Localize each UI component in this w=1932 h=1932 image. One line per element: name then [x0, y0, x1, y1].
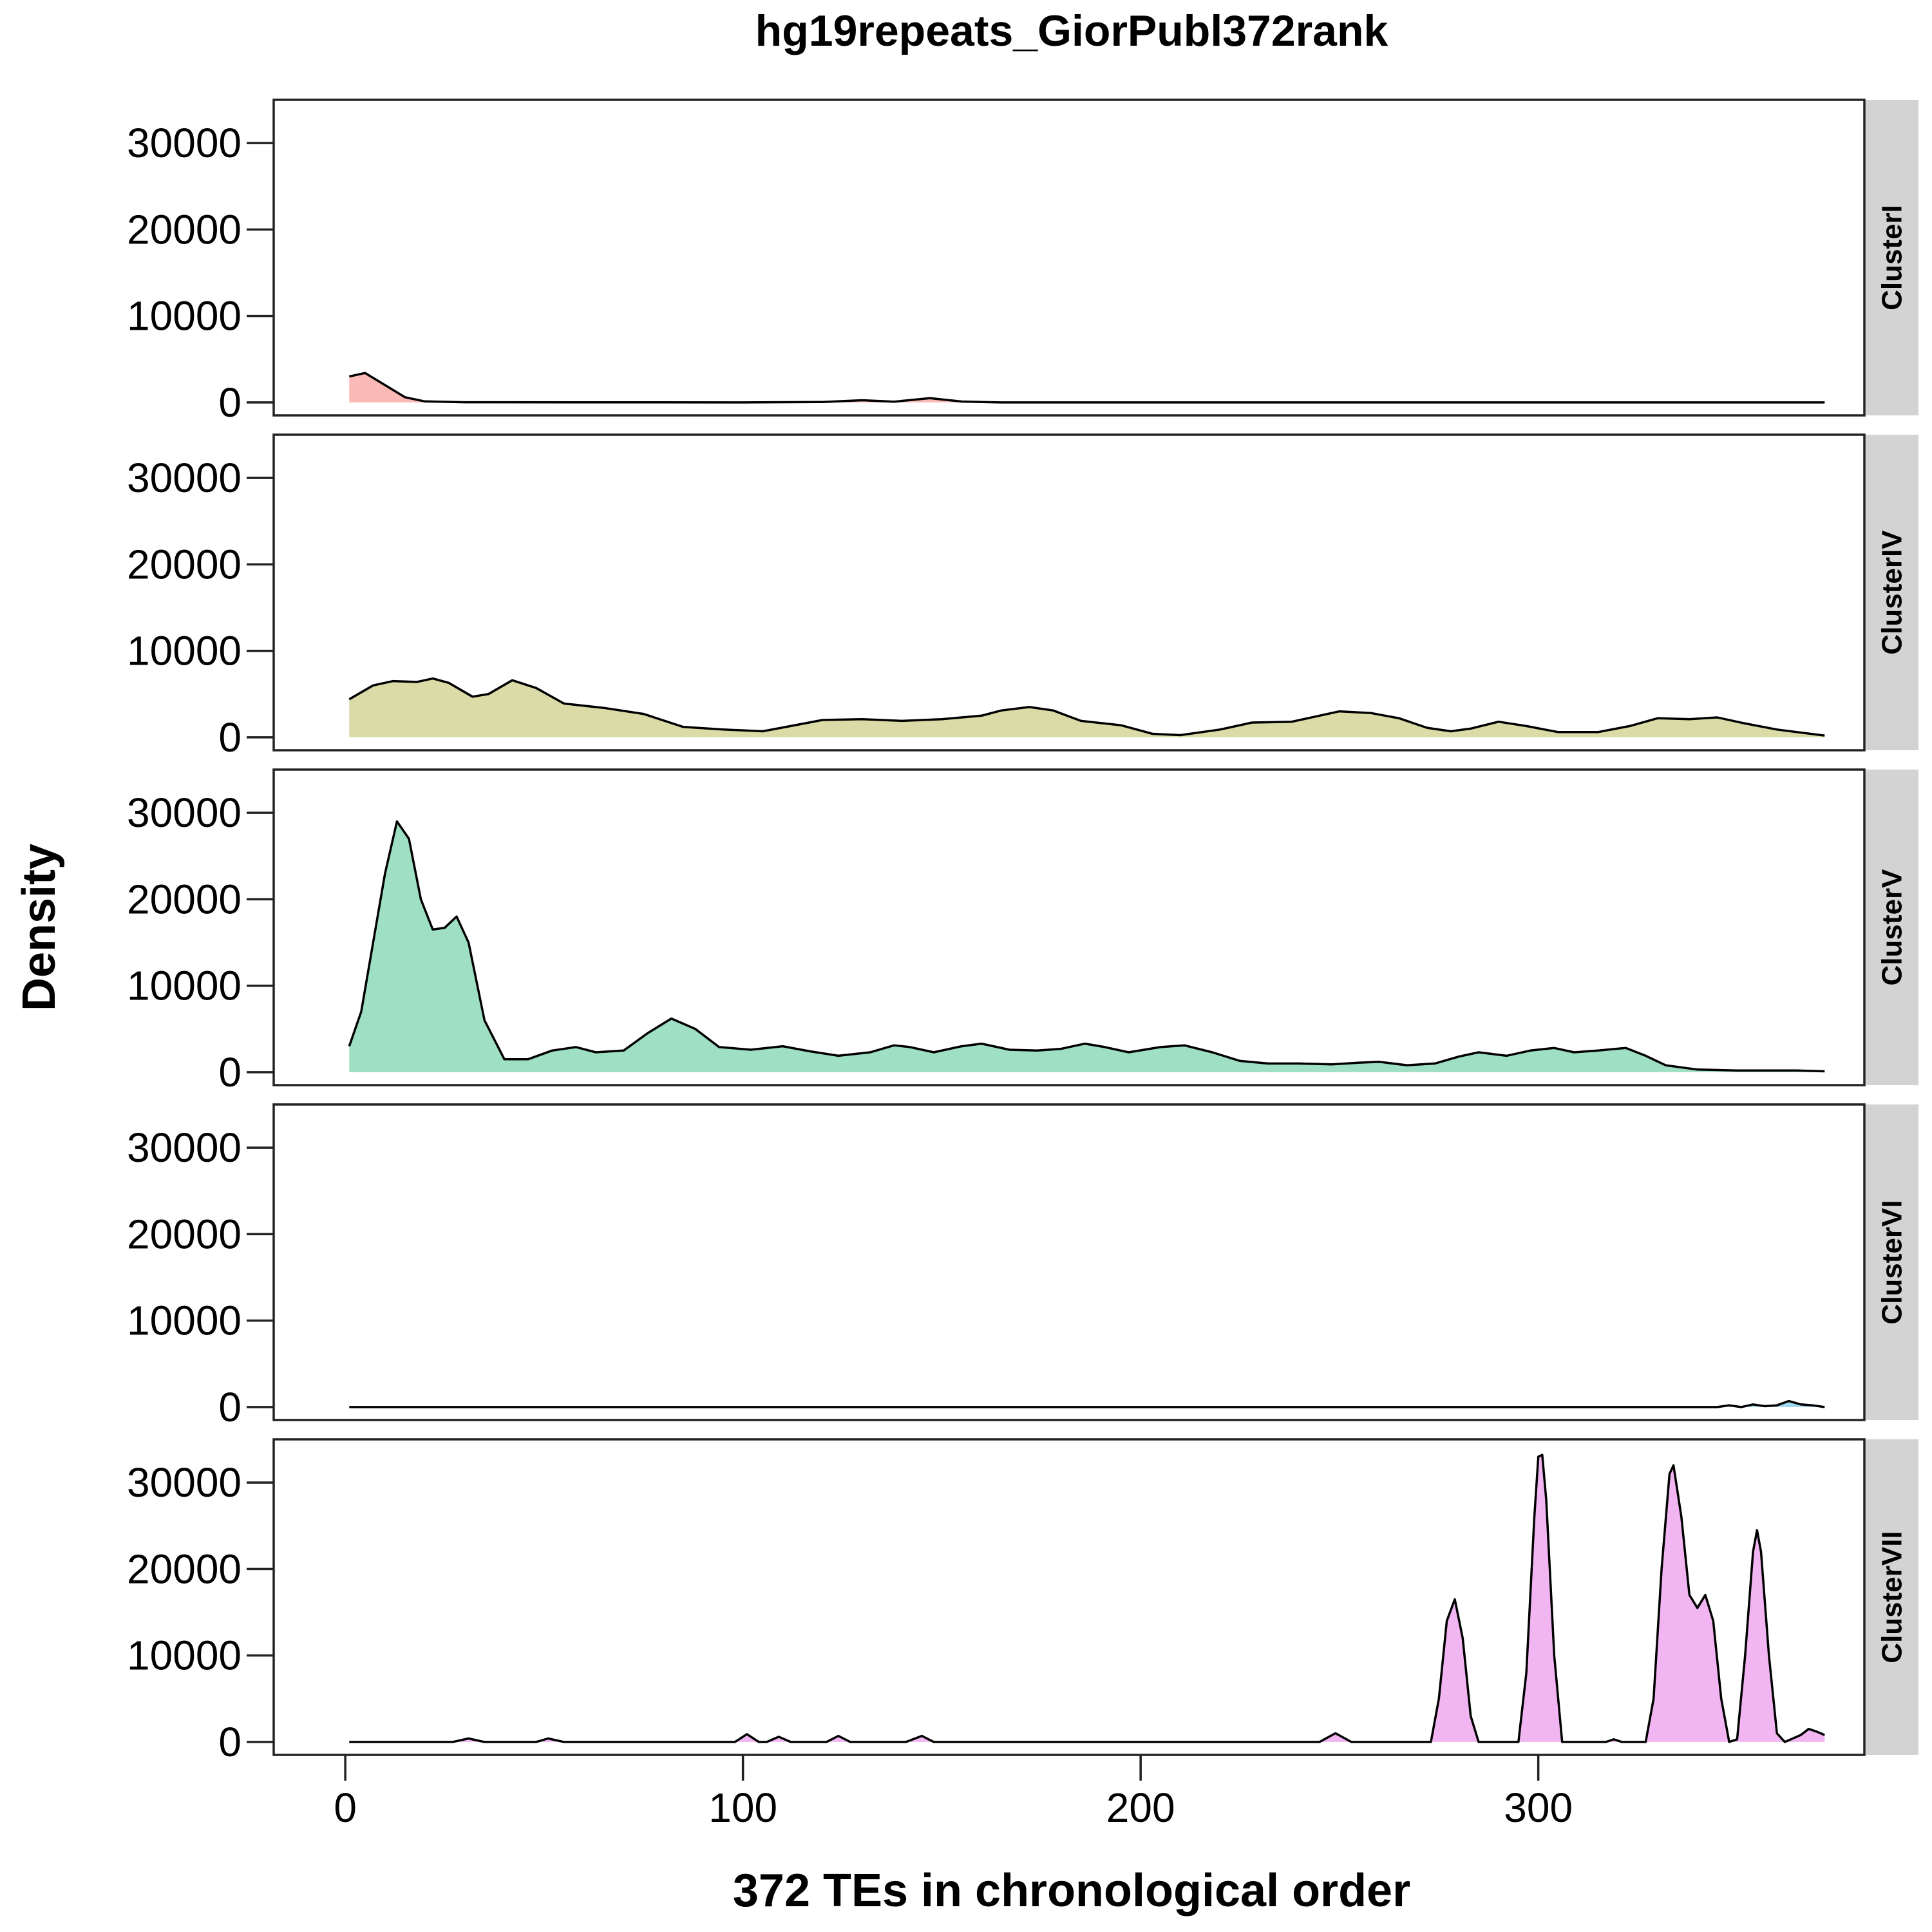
y-tick-label: 30000: [127, 1124, 242, 1171]
density-area: [349, 1455, 1825, 1742]
y-tick-label: 20000: [127, 1546, 242, 1592]
x-axis: 0 100 200 300: [334, 1755, 1573, 1831]
y-tick-label: 20000: [127, 206, 242, 252]
density-line: [349, 1454, 1825, 1743]
facet-strip-label: ClusterVI: [1877, 1200, 1908, 1324]
facet-strip: [1866, 770, 1918, 1085]
y-tick-label: 10000: [127, 628, 242, 674]
density-area: [349, 821, 1825, 1072]
y-axis-title: Density: [14, 844, 65, 1011]
y-tick-label: 20000: [127, 1211, 242, 1257]
y-tick-label: 0: [218, 379, 242, 426]
density-area: [349, 373, 1825, 402]
facet-strip-label: ClusterVII: [1877, 1531, 1908, 1663]
y-tick-label: 30000: [127, 120, 242, 166]
facet-strip: [1866, 1439, 1918, 1755]
y-tick-label: 10000: [127, 963, 242, 1009]
panel-border: [272, 433, 1866, 752]
y-tick-label: 10000: [127, 293, 242, 339]
x-tick-label: 0: [334, 1785, 357, 1831]
y-tick-label: 30000: [127, 790, 242, 836]
facet-strip: [1866, 435, 1918, 750]
x-tick-label: 100: [708, 1785, 777, 1831]
y-tick-label: 0: [218, 1384, 242, 1430]
facet-strip: [1866, 100, 1918, 415]
y-tick-label: 20000: [127, 876, 242, 922]
density-area: [349, 678, 1825, 737]
facet-panel: ClusterIV 0 10000 20000 30000: [127, 433, 1918, 761]
facet-panels: ClusterI 0 10000 20000 30000 ClusterIV 0 10000 2…: [127, 99, 1918, 1765]
panel-border: [272, 1103, 1866, 1421]
y-tick-label: 10000: [127, 1298, 242, 1344]
facet-strip: [1866, 1104, 1918, 1420]
x-tick-label: 200: [1106, 1785, 1175, 1831]
density-line: [348, 820, 1825, 1073]
facet-strip-label: ClusterI: [1877, 205, 1908, 310]
facet-panel: ClusterVI 0 10000 20000 30000: [127, 1103, 1918, 1430]
facet-panel: ClusterVII 0 10000 20000 30000: [127, 1438, 1918, 1765]
x-tick-label: 300: [1504, 1785, 1573, 1831]
facet-panel: ClusterI 0 10000 20000 30000: [127, 99, 1918, 426]
y-tick-label: 0: [218, 1049, 242, 1095]
y-tick-label: 20000: [127, 541, 242, 587]
panel-border: [272, 1438, 1866, 1756]
y-tick-label: 30000: [127, 1459, 242, 1506]
density-line: [348, 372, 1825, 404]
y-tick-label: 0: [218, 1719, 242, 1765]
y-tick-label: 30000: [127, 455, 242, 501]
panel-border: [272, 768, 1866, 1086]
chart-title: hg19repeats_GiorPubl372rank: [755, 6, 1388, 55]
y-tick-label: 0: [218, 714, 242, 761]
panel-border: [272, 99, 1866, 417]
facet-panel: ClusterV 0 10000 20000 30000: [127, 768, 1918, 1095]
density-line: [349, 1399, 1825, 1408]
y-tick-label: 10000: [127, 1633, 242, 1679]
facet-strip-label: ClusterV: [1877, 869, 1908, 986]
x-axis-title: 372 TEs in chronological order: [733, 1865, 1410, 1917]
facet-strip-label: ClusterIV: [1877, 530, 1908, 655]
density-line: [348, 677, 1825, 737]
